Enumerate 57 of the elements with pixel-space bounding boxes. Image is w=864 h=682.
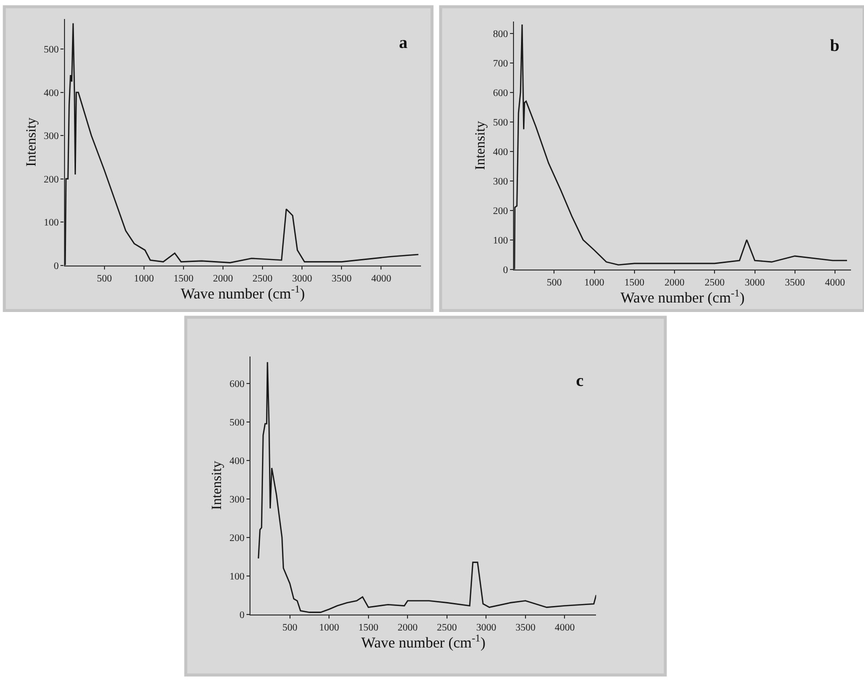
- x-tick-label: 3000: [292, 273, 312, 284]
- x-tick-label: 3500: [332, 273, 352, 284]
- x-tick-label: 3500: [515, 622, 536, 634]
- x-tick-label: 1000: [134, 273, 154, 284]
- x-tick-label: 2500: [252, 273, 273, 284]
- x-tick-label: 500: [96, 273, 112, 284]
- y-axis-title: Intensity: [474, 120, 489, 170]
- x-tick-label: 1000: [319, 622, 340, 634]
- x-tick-label: 1000: [584, 277, 604, 288]
- y-tick-label: 400: [44, 88, 59, 99]
- y-tick-label: 200: [44, 174, 59, 186]
- x-axis-title: Wave number (cm$^{-1}$): [361, 633, 486, 652]
- y-tick-label: 500: [44, 44, 59, 56]
- x-tick-label: 500: [282, 622, 298, 634]
- x-tick-label: 3000: [476, 622, 496, 634]
- line-series: [514, 24, 848, 270]
- annotation: b: [830, 36, 840, 55]
- x-tick-label: 1500: [358, 622, 378, 634]
- y-tick-label: 200: [229, 532, 244, 544]
- x-tick-label: 2000: [213, 273, 234, 284]
- x-tick-label: 4000: [824, 277, 845, 288]
- y-tick-label: 700: [492, 58, 508, 70]
- y-tick-label: 0: [54, 260, 59, 272]
- y-tick-label: 100: [492, 235, 508, 246]
- x-tick-label: 2500: [436, 622, 457, 634]
- y-tick-label: 400: [229, 456, 244, 467]
- x-tick-label: 2000: [664, 277, 685, 288]
- x-axis-title: Wave number (cm$^{-1}$): [180, 284, 305, 303]
- y-tick-label: 600: [492, 88, 508, 99]
- line-series: [258, 362, 596, 613]
- y-tick-label: 300: [492, 176, 508, 188]
- annotation: c: [576, 371, 584, 390]
- x-tick-label: 4000: [371, 273, 392, 284]
- y-tick-label: 400: [492, 146, 508, 158]
- x-axis-title: Wave number (cm$^{-1}$): [620, 288, 745, 307]
- y-axis-title: Intensity: [24, 118, 40, 167]
- x-tick-label: 1500: [173, 273, 194, 284]
- x-tick-label: 3500: [784, 277, 805, 288]
- x-tick-label: 4000: [554, 622, 575, 634]
- y-tick-label: 200: [492, 206, 508, 217]
- y-tick-label: 800: [492, 28, 508, 40]
- y-tick-label: 500: [492, 117, 508, 128]
- y-tick-label: 600: [229, 378, 244, 390]
- x-tick-label: 3000: [744, 277, 765, 288]
- y-axis-title: Intensity: [210, 460, 226, 510]
- x-tick-label: 2500: [704, 277, 725, 288]
- x-tick-label: 1500: [624, 277, 644, 288]
- y-tick-label: 100: [44, 218, 59, 229]
- x-tick-label: 500: [546, 277, 562, 288]
- y-tick-label: 300: [229, 494, 244, 506]
- y-tick-label: 300: [44, 131, 59, 142]
- x-tick-label: 2000: [398, 622, 418, 634]
- y-tick-label: 0: [239, 610, 244, 621]
- y-tick-label: 0: [502, 264, 508, 276]
- y-tick-label: 100: [229, 571, 244, 582]
- annotation: a: [399, 33, 408, 52]
- y-tick-label: 500: [229, 417, 244, 428]
